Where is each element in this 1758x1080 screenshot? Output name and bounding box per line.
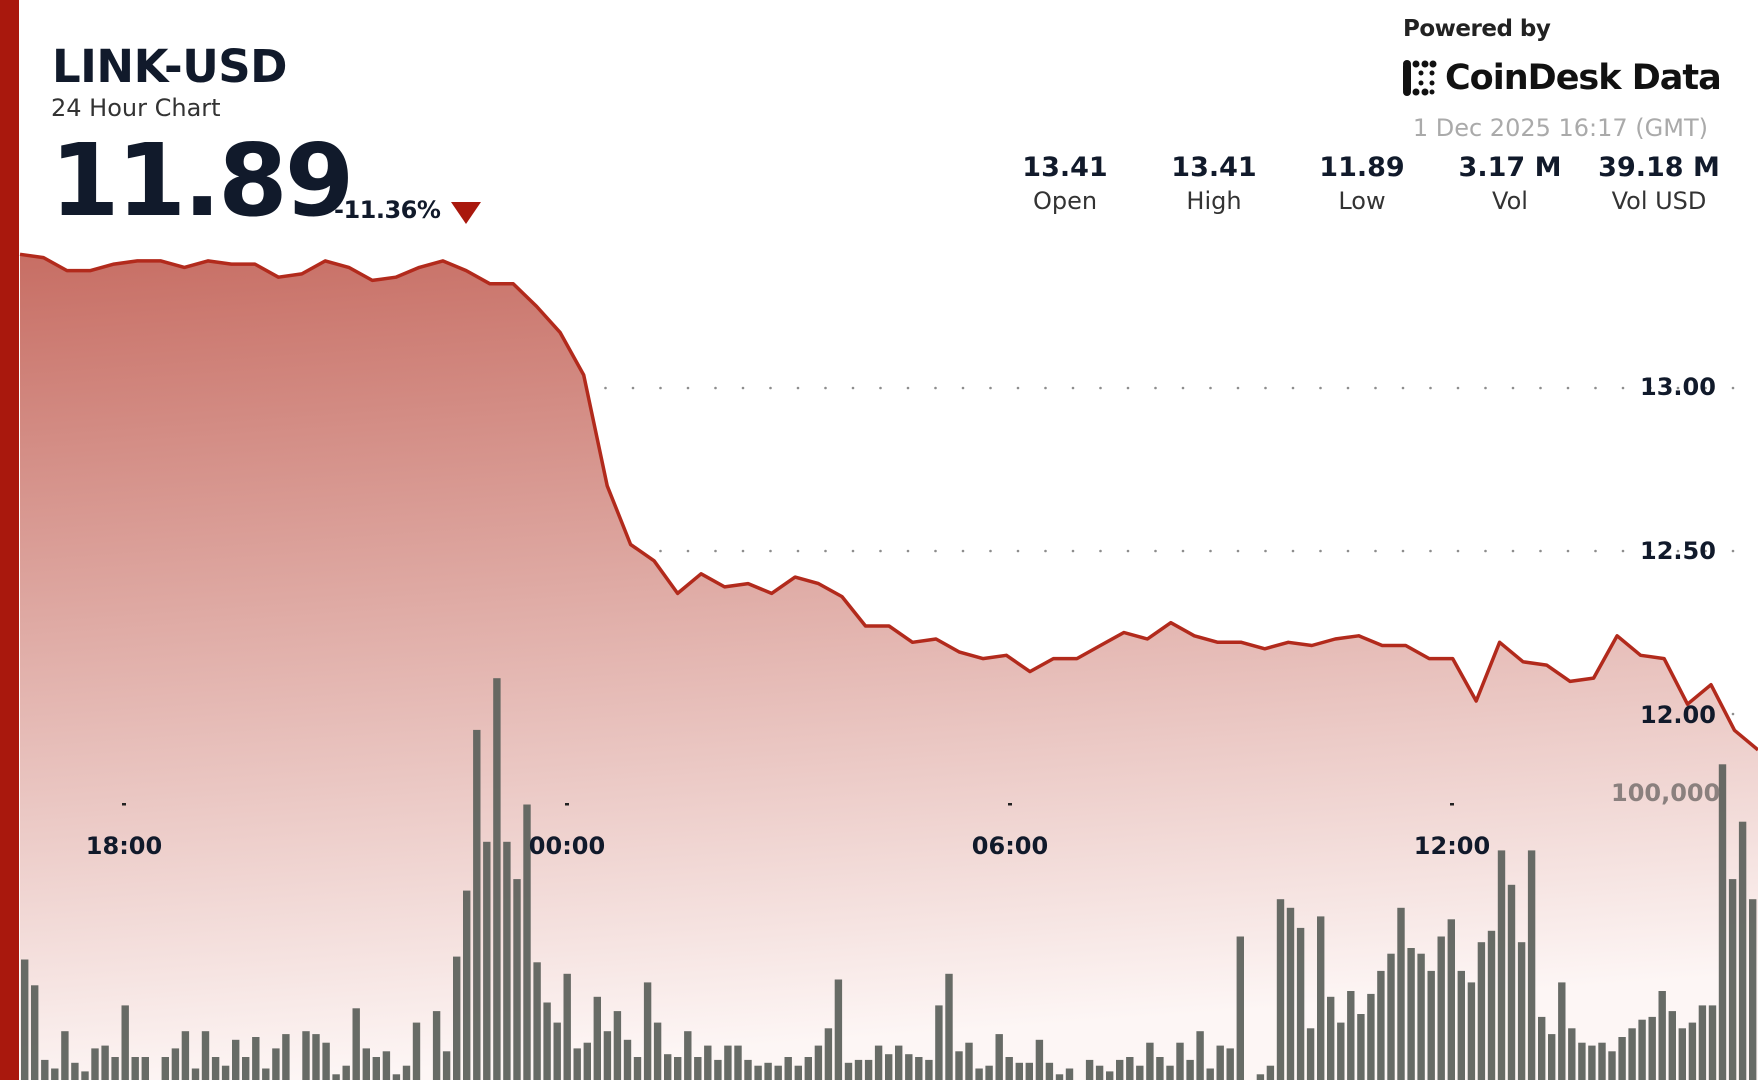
time-tick-marks — [122, 803, 1454, 806]
stat-open: 13.41 Open — [995, 152, 1135, 215]
coindesk-data-logo: CoinDesk Data — [1403, 58, 1722, 98]
stat-vol: 3.17 M Vol — [1440, 152, 1580, 215]
time-label-12: 12:00 — [1413, 832, 1491, 860]
stat-value: 13.41 — [1171, 152, 1257, 183]
ticker-symbol: LINK-USD — [52, 40, 288, 93]
accent-bar — [0, 0, 19, 1080]
stat-vol-usd: 39.18 M Vol USD — [1589, 152, 1729, 215]
stat-label: Vol USD — [1611, 187, 1707, 215]
current-price: 11.89 — [50, 122, 354, 239]
price-change-percent: -11.36% — [334, 196, 441, 224]
coindesk-data-logo-icon — [1403, 60, 1437, 96]
stat-label: High — [1186, 187, 1242, 215]
volume-axis-label: 100,000 — [1611, 779, 1721, 807]
stat-value: 39.18 M — [1598, 152, 1720, 183]
stat-label: Open — [1032, 187, 1098, 215]
logo-text: CoinDesk Data — [1445, 58, 1722, 98]
stat-low: 11.89 Low — [1292, 152, 1432, 215]
stat-label: Vol — [1492, 187, 1528, 215]
stat-value: 13.41 — [1022, 152, 1108, 183]
price-line — [19, 252, 1758, 752]
stat-value: 3.17 M — [1458, 152, 1562, 183]
y-axis-label-13: 13.00 — [1640, 373, 1716, 401]
time-label-06: 06:00 — [971, 832, 1049, 860]
y-axis-label-12: 12.00 — [1640, 701, 1716, 729]
price-area — [20, 254, 1758, 1080]
chart-subtitle: 24 Hour Chart — [51, 94, 221, 122]
stat-high: 13.41 High — [1144, 152, 1284, 215]
volume-bars — [21, 678, 1757, 1080]
y-axis-label-12-50: 12.50 — [1640, 537, 1716, 565]
stat-label: Low — [1338, 187, 1386, 215]
powered-by-label: Powered by — [1403, 16, 1551, 42]
down-arrow-icon — [451, 202, 481, 224]
time-label-00: 00:00 — [528, 832, 606, 860]
timestamp: 1 Dec 2025 16:17 (GMT) — [1412, 114, 1708, 142]
time-label-18: 18:00 — [85, 832, 163, 860]
stat-value: 11.89 — [1319, 152, 1405, 183]
